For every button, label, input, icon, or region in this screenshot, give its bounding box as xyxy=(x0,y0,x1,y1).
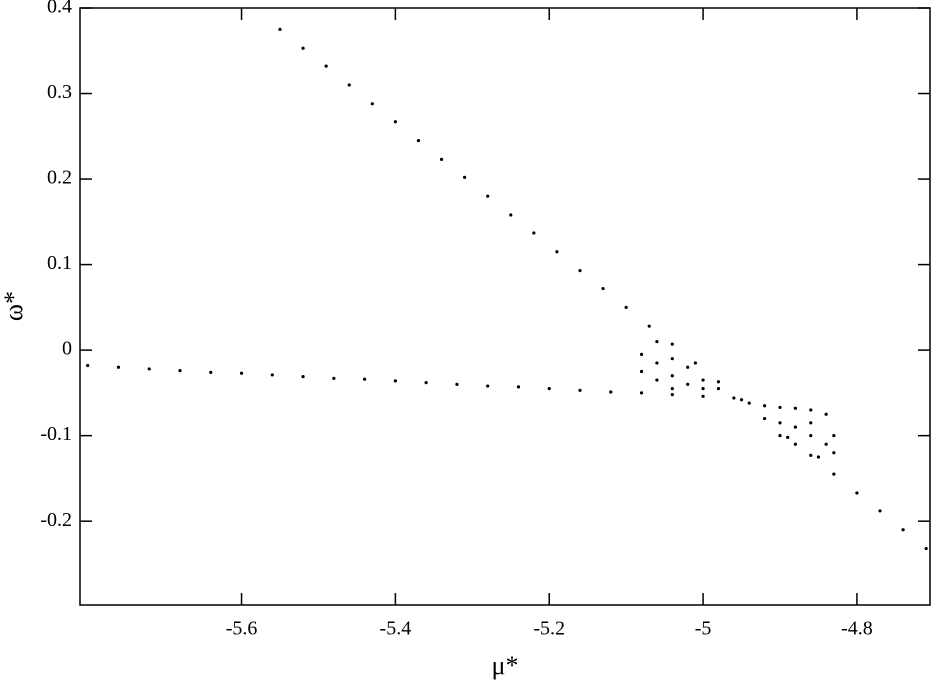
point xyxy=(639,391,644,395)
point xyxy=(763,404,767,408)
point xyxy=(393,379,397,383)
x-tick-label: -5.4 xyxy=(380,618,412,640)
y-tick-label: 0.3 xyxy=(47,81,72,103)
point xyxy=(624,305,628,309)
point xyxy=(778,421,782,425)
point xyxy=(701,394,705,398)
point xyxy=(332,376,336,380)
point xyxy=(693,361,697,365)
point xyxy=(809,421,813,425)
point xyxy=(647,324,651,328)
point xyxy=(824,442,828,446)
point xyxy=(809,434,813,438)
point xyxy=(670,392,674,397)
point xyxy=(793,425,797,429)
point xyxy=(363,377,367,381)
point xyxy=(778,434,782,438)
point xyxy=(178,369,182,373)
point xyxy=(301,46,305,50)
point xyxy=(416,138,421,143)
point xyxy=(655,378,659,382)
point xyxy=(578,388,582,392)
point xyxy=(670,374,674,378)
point xyxy=(347,83,351,87)
point xyxy=(239,371,244,375)
point xyxy=(86,363,90,368)
point xyxy=(439,157,444,161)
point xyxy=(486,194,490,198)
x-tick-label: -5.6 xyxy=(226,618,258,640)
point xyxy=(832,472,836,476)
y-tick-label: 0 xyxy=(62,338,72,360)
point xyxy=(639,369,644,374)
point xyxy=(778,405,782,410)
point xyxy=(601,286,605,291)
point xyxy=(516,385,521,389)
point xyxy=(670,387,674,391)
point xyxy=(147,367,151,371)
point xyxy=(270,373,274,377)
point xyxy=(716,380,721,384)
x-axis-label: μ* xyxy=(492,651,519,680)
point xyxy=(509,213,513,217)
point xyxy=(555,250,559,254)
point xyxy=(547,387,551,391)
point xyxy=(655,361,659,365)
x-tick-label: -5.2 xyxy=(533,618,565,640)
point xyxy=(370,102,374,106)
point xyxy=(739,398,744,402)
point xyxy=(393,120,397,124)
point xyxy=(324,64,328,68)
point xyxy=(686,382,690,386)
point xyxy=(878,509,882,513)
point xyxy=(763,416,767,421)
point xyxy=(532,231,536,235)
point xyxy=(786,435,790,439)
point xyxy=(809,408,813,412)
point xyxy=(486,384,490,388)
point xyxy=(701,378,705,382)
y-tick-label: 0.4 xyxy=(47,0,72,18)
point xyxy=(670,357,674,361)
point xyxy=(278,27,282,31)
point xyxy=(301,375,305,379)
point xyxy=(455,382,459,386)
point xyxy=(463,175,467,179)
x-tick-label: -5 xyxy=(695,618,712,640)
point xyxy=(793,406,797,410)
point xyxy=(686,365,690,369)
point xyxy=(732,396,736,400)
point xyxy=(832,451,836,455)
point xyxy=(747,401,751,405)
point xyxy=(424,381,428,385)
y-tick-label: 0.2 xyxy=(47,167,72,189)
y-axis-label: ω* xyxy=(0,291,28,321)
point xyxy=(209,370,213,374)
point xyxy=(639,352,644,356)
point xyxy=(793,442,797,446)
point xyxy=(924,546,928,551)
point xyxy=(670,342,674,346)
plot-frame xyxy=(79,7,931,606)
point xyxy=(832,434,836,438)
y-tick-label: -0.1 xyxy=(40,423,72,445)
y-tick-label: 0.1 xyxy=(47,252,72,274)
point xyxy=(901,528,905,532)
x-tick-label: -4.8 xyxy=(841,618,873,640)
point xyxy=(655,339,659,344)
point xyxy=(716,387,721,391)
point xyxy=(578,268,582,273)
point xyxy=(824,412,828,416)
point xyxy=(809,453,813,457)
point xyxy=(816,455,821,459)
y-tick-label: -0.2 xyxy=(40,509,72,531)
point xyxy=(609,390,613,394)
point xyxy=(855,491,859,495)
point xyxy=(116,365,121,369)
point xyxy=(701,387,705,391)
